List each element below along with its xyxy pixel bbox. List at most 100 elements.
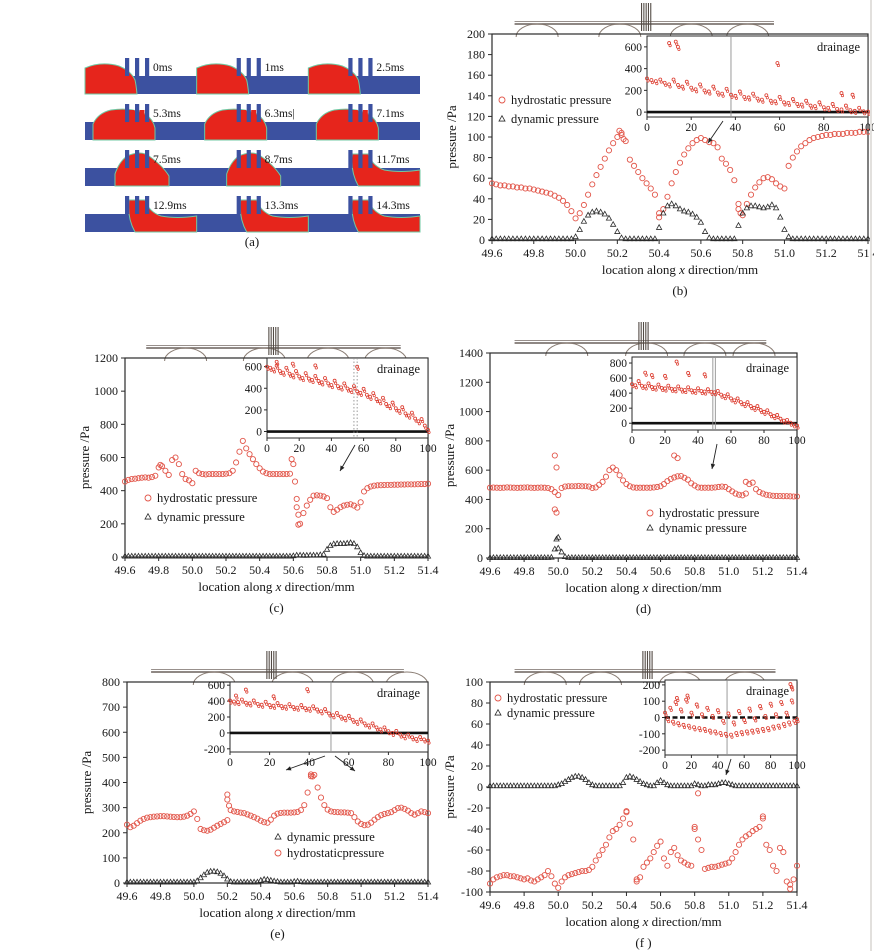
svg-text:0: 0 (636, 107, 642, 119)
svg-text:location along x direction/mm: location along x direction/mm (602, 262, 758, 277)
sim-frame: 13.3ms (236, 196, 309, 233)
svg-text:51.0: 51.0 (350, 563, 371, 577)
svg-text:800: 800 (100, 417, 118, 431)
svg-text:location along x direction/mm: location along x direction/mm (565, 580, 721, 595)
svg-text:dynamic pressure: dynamic pressure (659, 521, 747, 535)
svg-text:500: 500 (102, 750, 120, 764)
svg-text:49.6: 49.6 (480, 564, 501, 578)
svg-text:200: 200 (100, 517, 118, 531)
svg-text:drainage: drainage (377, 686, 420, 700)
svg-text:80: 80 (818, 122, 830, 134)
svg-text:pressure /Pa: pressure /Pa (444, 105, 459, 168)
svg-text:50.8: 50.8 (732, 246, 753, 260)
svg-text:pressure /Pa: pressure /Pa (77, 426, 92, 489)
svg-text:40: 40 (692, 435, 704, 447)
svg-text:200: 200 (465, 522, 483, 536)
svg-text:100: 100 (465, 675, 483, 689)
svg-text:60: 60 (725, 435, 737, 447)
svg-text:0: 0 (477, 780, 483, 794)
chart-e-pressure-plot: 49.6 49.8 50.0 50.2 50.4 50.6 50.8 51.0 51.2 51.4… (79, 651, 439, 941)
svg-text:100: 100 (467, 130, 485, 144)
svg-text:60: 60 (774, 122, 786, 134)
svg-text:50.2: 50.2 (216, 563, 237, 577)
svg-text:140: 140 (467, 89, 485, 103)
svg-text:0: 0 (654, 713, 660, 725)
svg-text:(f ): (f ) (635, 935, 651, 950)
svg-text:6.3ms|: 6.3ms| (265, 108, 295, 120)
sim-frame: 5.3ms (92, 104, 181, 141)
svg-text:200: 200 (625, 85, 643, 97)
svg-text:2.5ms: 2.5ms (376, 62, 404, 74)
svg-text:0: 0 (219, 728, 225, 740)
svg-text:0: 0 (112, 550, 118, 564)
svg-text:0: 0 (256, 427, 262, 439)
svg-text:50.6: 50.6 (284, 889, 305, 903)
svg-text:80: 80 (473, 151, 485, 165)
svg-text:600: 600 (245, 362, 263, 374)
svg-text:51.0: 51.0 (718, 898, 739, 912)
svg-text:50.8: 50.8 (684, 898, 705, 912)
svg-text:800: 800 (465, 434, 483, 448)
svg-text:11.7ms: 11.7ms (376, 154, 410, 166)
svg-text:50.6: 50.6 (283, 563, 304, 577)
svg-text:60: 60 (738, 760, 750, 772)
svg-text:100: 100 (788, 435, 806, 447)
sim-frame: 6.3ms| (204, 104, 295, 141)
svg-text:location along x direction/mm: location along x direction/mm (198, 579, 354, 594)
svg-text:(b): (b) (672, 283, 687, 298)
svg-text:49.8: 49.8 (523, 246, 544, 260)
svg-text:20: 20 (659, 435, 671, 447)
svg-text:50.8: 50.8 (317, 563, 338, 577)
svg-text:(c): (c) (269, 600, 283, 615)
svg-text:51.2: 51.2 (816, 246, 837, 260)
svg-text:50.2: 50.2 (607, 246, 628, 260)
svg-text:drainage: drainage (746, 684, 789, 698)
svg-text:49.6: 49.6 (482, 246, 503, 260)
svg-text:8.7ms: 8.7ms (265, 154, 293, 166)
svg-text:600: 600 (102, 725, 120, 739)
svg-text:hydrostatic pressure: hydrostatic pressure (507, 691, 608, 705)
svg-text:49.6: 49.6 (115, 563, 136, 577)
svg-text:dynamic pressure: dynamic pressure (287, 830, 375, 844)
svg-text:20: 20 (471, 759, 483, 773)
svg-text:51.2: 51.2 (384, 889, 405, 903)
svg-text:50.0: 50.0 (548, 898, 569, 912)
sim-frame: 1ms (196, 58, 284, 95)
svg-text:600: 600 (100, 451, 118, 465)
svg-text:49.8: 49.8 (148, 563, 169, 577)
svg-text:hydrostatic pressure: hydrostatic pressure (659, 506, 760, 520)
svg-text:0: 0 (227, 757, 233, 769)
svg-text:50.6: 50.6 (650, 564, 671, 578)
sim-frame: 0ms (84, 58, 173, 95)
svg-text:14.3ms: 14.3ms (376, 200, 410, 212)
svg-text:40: 40 (712, 760, 724, 772)
svg-text:50.0: 50.0 (565, 246, 586, 260)
svg-text:200: 200 (102, 826, 120, 840)
svg-text:700: 700 (102, 700, 120, 714)
svg-text:80: 80 (765, 760, 777, 772)
svg-text:80: 80 (758, 435, 770, 447)
svg-text:-200: -200 (204, 744, 225, 756)
sim-frame: 14.3ms (348, 196, 421, 233)
sim-frame: 12.9ms (125, 196, 198, 233)
svg-text:60: 60 (343, 757, 355, 769)
svg-text:160: 160 (467, 68, 485, 82)
svg-text:-80: -80 (467, 864, 483, 878)
svg-text:60: 60 (358, 443, 370, 455)
svg-text:80: 80 (471, 696, 483, 710)
svg-text:80: 80 (383, 757, 395, 769)
svg-text:12.9ms: 12.9ms (153, 200, 187, 212)
svg-text:80: 80 (390, 443, 402, 455)
svg-text:200: 200 (610, 403, 628, 415)
svg-text:dynamic pressure: dynamic pressure (157, 510, 245, 524)
svg-text:600: 600 (625, 42, 643, 54)
svg-text:400: 400 (610, 388, 628, 400)
svg-text:40: 40 (730, 122, 742, 134)
chart-b-pressure-plot: 49.6 49.8 50.0 50.2 50.4 50.6 50.8 51.0 51.2 51.4… (444, 3, 874, 298)
svg-text:drainage: drainage (746, 361, 789, 375)
svg-text:20: 20 (686, 760, 698, 772)
svg-text:1000: 1000 (94, 384, 118, 398)
svg-text:50.4: 50.4 (616, 564, 637, 578)
svg-text:800: 800 (102, 675, 120, 689)
svg-text:(d): (d) (636, 601, 651, 616)
